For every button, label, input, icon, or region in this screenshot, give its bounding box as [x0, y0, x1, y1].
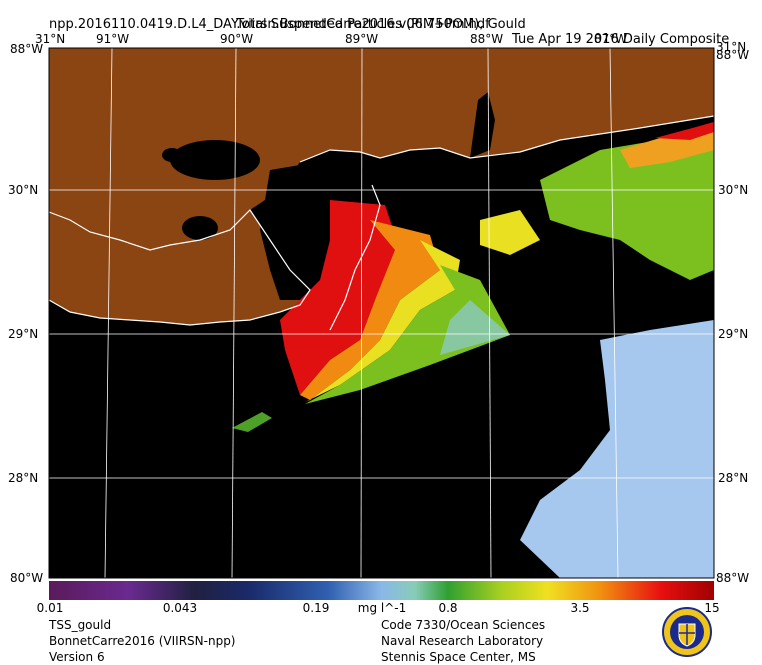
- lon-label-89w: 89°W: [345, 32, 379, 46]
- version: Version 6: [49, 650, 105, 664]
- organization-location: Stennis Space Center, MS: [381, 650, 536, 664]
- file-name: npp.2016110.0419.D.L4_DAY.viirsn.BonnetC…: [49, 17, 490, 32]
- product-title: Total Suspended Particles (PIM+POM), Gou…: [236, 17, 526, 32]
- river-mouth-line: [329, 184, 381, 331]
- plume-orange: [300, 220, 440, 400]
- nrl-seal-icon: [662, 607, 712, 657]
- plume-yellow: [305, 240, 460, 402]
- header-line-1: npp.2016110.0419.D.L4_DAY.viirsn.BonnetC…: [0, 2, 762, 47]
- lake-maurepas: [162, 148, 182, 162]
- lat-left-28n: 28°N: [8, 471, 39, 485]
- plume-teal: [440, 300, 510, 355]
- lake-salvador: [182, 216, 218, 240]
- lon-label-91w: 91°W: [96, 32, 130, 46]
- colorbar: [49, 581, 714, 600]
- overprint-left-bottom: 80°W: [10, 571, 44, 585]
- coastline-north: [299, 115, 715, 163]
- delta-marsh: [260, 160, 380, 300]
- colorbar-tick-3: 0.8: [438, 601, 458, 615]
- green-patch: [232, 412, 272, 432]
- lat-right-29n: 29°N: [718, 327, 749, 341]
- lon-label-90w: 90°W: [220, 32, 254, 46]
- lat-left-29n: 29°N: [8, 327, 39, 341]
- organization-code: Code 7330/Ocean Sciences: [381, 618, 546, 632]
- land-north: [49, 48, 714, 250]
- footer-left: TSS_gould BonnetCarre2016 (VIIRSN-npp) V…: [49, 617, 236, 665]
- product-name: TSS_gould: [49, 618, 112, 632]
- colorbar-tick-4: 3.5: [570, 601, 590, 615]
- footer-right: Code 7330/Ocean Sciences Naval Research …: [381, 617, 545, 665]
- map-frame: [48, 47, 715, 579]
- lon-label-87w: 87°W: [594, 32, 628, 46]
- colorbar-tick-1: 0.043: [162, 601, 198, 615]
- colorbar-tick-5: 15: [704, 601, 720, 615]
- composite-date: Tue Apr 19 2016 Daily Composite: [512, 32, 730, 47]
- corner-top-left-lat: 31°N: [35, 32, 66, 46]
- colorbar-tick-0: 0.01: [36, 601, 64, 615]
- overprint-right-bottom: 88°W: [716, 571, 750, 585]
- lon-label-88w: 88°W: [470, 32, 504, 46]
- overprint-right-top: 88°W: [716, 48, 750, 62]
- overprint-left-top: 88°W: [10, 42, 44, 56]
- colorbar-units: mg l^-1: [357, 601, 407, 615]
- east-plume-green: [540, 130, 714, 280]
- dataset-name: BonnetCarre2016 (VIIRSN-npp): [49, 634, 236, 648]
- coastline: [48, 209, 311, 326]
- lat-right-30n: 30°N: [718, 183, 749, 197]
- lat-left-30n: 30°N: [8, 183, 39, 197]
- colorbar-tick-2: 0.19: [302, 601, 330, 615]
- east-plume-yellow: [480, 210, 540, 255]
- plume-green: [305, 265, 510, 404]
- lake-pontchartrain: [170, 140, 260, 180]
- lat-right-28n: 28°N: [718, 471, 749, 485]
- east-plume-red: [655, 122, 714, 140]
- clear-water: [520, 320, 714, 578]
- plume-red: [280, 200, 400, 395]
- corner-top-right-lat: 31°N: [716, 40, 747, 54]
- graticule: [49, 47, 714, 579]
- organization-name: Naval Research Laboratory: [381, 634, 544, 648]
